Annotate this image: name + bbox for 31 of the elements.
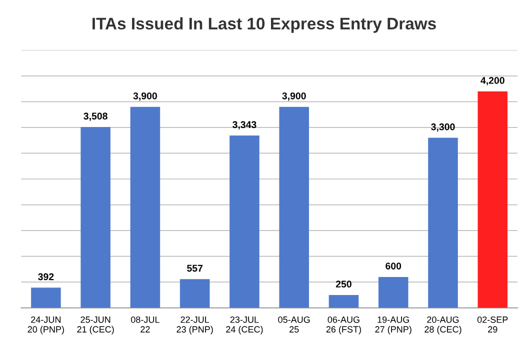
bar — [80, 127, 110, 308]
data-label: 4,200 — [480, 77, 504, 86]
bar — [478, 91, 508, 308]
x-tick-label: 02-SEP 29 — [477, 316, 508, 333]
data-label: 557 — [187, 264, 203, 272]
x-tick-label: 05-AUG 25 — [278, 316, 310, 333]
data-label: 3,900 — [282, 92, 306, 101]
x-tick-label: 08-JUL 22 — [131, 316, 160, 332]
x-tick-label: 22-JUL 23 (PNP) — [176, 316, 213, 334]
data-label: 3,300 — [431, 123, 455, 132]
x-tick-label: 25-JUN 21 (CEC) — [77, 316, 114, 334]
bar — [31, 288, 61, 308]
data-label: 3,343 — [232, 121, 256, 130]
x-tick-label: 20-AUG 28 (CEC) — [424, 316, 462, 334]
data-label: 250 — [336, 280, 352, 288]
data-label: 3,900 — [133, 92, 157, 101]
x-tick-label: 24-JUN 20 (PNP) — [28, 316, 64, 334]
data-label: 392 — [38, 273, 54, 280]
x-tick-label: 06-AUG 26 (FST) — [326, 316, 361, 334]
data-label: 600 — [386, 262, 402, 270]
bar — [378, 276, 408, 308]
data-label: 3,508 — [84, 112, 108, 121]
x-tick-label: 19-AUG 27 (PNP) — [375, 316, 412, 334]
chart-title: ITAs Issued In Last 10 Express Entry Draws — [92, 17, 436, 33]
x-tick-label: 23-JUL 24 (CEC) — [226, 316, 263, 334]
bar — [328, 294, 359, 308]
bar — [130, 106, 160, 308]
bar — [230, 136, 260, 308]
bar — [428, 138, 458, 308]
bar — [180, 279, 210, 308]
bar — [279, 106, 309, 308]
